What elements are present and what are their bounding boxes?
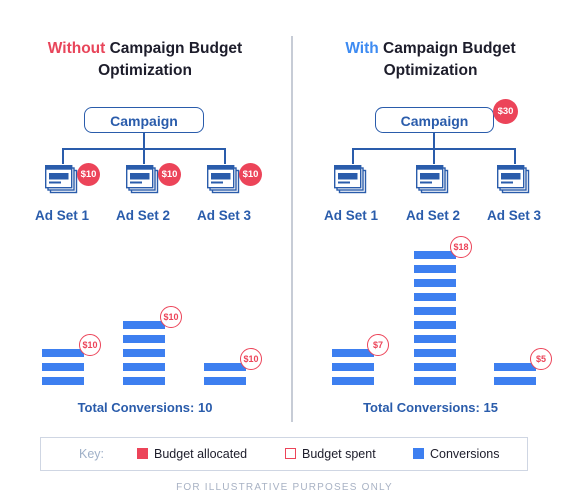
panel-without-cbo: Without Campaign Budget Optimization Cam… (0, 0, 290, 420)
conversion-block (414, 251, 456, 259)
tree-connector (352, 148, 354, 164)
conversion-block (123, 363, 165, 371)
budget-spent-badge: $10 (240, 348, 262, 370)
ad-set-icon (45, 165, 79, 195)
conversion-block (42, 349, 84, 357)
key-title: Key: (79, 447, 105, 461)
panel-divider (291, 36, 293, 422)
budget-spent-swatch (285, 448, 296, 459)
title-line2: Optimization (98, 62, 192, 79)
title-rest: Campaign Budget (105, 40, 243, 57)
ad-set-icon (497, 165, 531, 195)
tree-connector (62, 148, 64, 164)
key-conversions: Conversions (430, 447, 500, 461)
budget-allocated-badge: $10 (158, 163, 181, 186)
conversion-block (123, 349, 165, 357)
conversion-block (123, 377, 165, 385)
tree-connector (433, 133, 435, 149)
conversion-block (414, 363, 456, 371)
tree-connector (143, 148, 145, 164)
conversion-bar (414, 251, 456, 385)
ad-set-label: Ad Set 3 (196, 208, 251, 223)
budget-spent-badge: $7 (367, 334, 389, 356)
conversion-bar (42, 349, 84, 385)
title-rest: Campaign Budget (378, 40, 516, 57)
conversion-block (332, 363, 374, 371)
ad-set-icon (207, 165, 241, 195)
ad-set-label: Ad Set 3 (486, 208, 541, 223)
legend-key: Key: Budget allocated Budget spent Conve… (40, 437, 528, 471)
tree-connector (514, 148, 516, 164)
campaign-budget-badge: $30 (493, 99, 518, 124)
panel-title: With Campaign Budget Optimization (292, 38, 569, 82)
conversion-block (414, 265, 456, 273)
total-conversions: Total Conversions: 10 (77, 400, 213, 415)
conversion-block (123, 335, 165, 343)
budget-spent-badge: $10 (79, 334, 101, 356)
conversion-block (414, 335, 456, 343)
budget-spent-badge: $10 (160, 306, 182, 328)
conversion-block (414, 349, 456, 357)
total-conversions: Total Conversions: 15 (363, 400, 498, 415)
panel-title: Without Campaign Budget Optimization (0, 38, 290, 82)
conversion-block (332, 377, 374, 385)
conversion-block (414, 307, 456, 315)
conversion-block (414, 321, 456, 329)
conversion-block (42, 363, 84, 371)
conversion-bar (494, 363, 536, 385)
conversion-bar (204, 363, 246, 385)
conversion-block (494, 363, 536, 371)
ad-set-label: Ad Set 2 (115, 208, 170, 223)
budget-allocated-badge: $10 (77, 163, 100, 186)
key-budget-spent: Budget spent (302, 447, 376, 461)
conversion-block (414, 279, 456, 287)
campaign-box: Campaign (375, 107, 494, 133)
tree-connector (143, 133, 145, 149)
panel-with-cbo: With Campaign Budget Optimization Campai… (292, 0, 569, 420)
conversion-block (414, 293, 456, 301)
conversion-bar (332, 349, 374, 385)
conversion-block (204, 377, 246, 385)
ad-set-label: Ad Set 1 (323, 208, 378, 223)
budget-allocated-badge: $10 (239, 163, 262, 186)
budget-spent-badge: $18 (450, 236, 472, 258)
budget-allocated-swatch (137, 448, 148, 459)
conversion-block (414, 377, 456, 385)
conversion-block (42, 377, 84, 385)
conversion-block (204, 363, 246, 371)
ad-set-label: Ad Set 2 (405, 208, 460, 223)
tree-connector (224, 148, 226, 164)
budget-spent-badge: $5 (530, 348, 552, 370)
title-highlight: Without (47, 40, 106, 57)
conversion-block (123, 321, 165, 329)
ad-set-icon (126, 165, 160, 195)
conversion-bar (123, 321, 165, 385)
ad-set-icon (334, 165, 368, 195)
title-line2: Optimization (383, 62, 478, 79)
ad-set-label: Ad Set 1 (34, 208, 89, 223)
title-highlight: With (345, 40, 379, 57)
key-budget-allocated: Budget allocated (154, 447, 248, 461)
campaign-box: Campaign (84, 107, 204, 133)
conversion-block (332, 349, 374, 357)
ad-set-icon (416, 165, 450, 195)
tree-connector (433, 148, 435, 164)
footer-disclaimer: FOR ILLUSTRATIVE PURPOSES ONLY (176, 482, 393, 493)
conversions-swatch (413, 448, 424, 459)
conversion-block (494, 377, 536, 385)
